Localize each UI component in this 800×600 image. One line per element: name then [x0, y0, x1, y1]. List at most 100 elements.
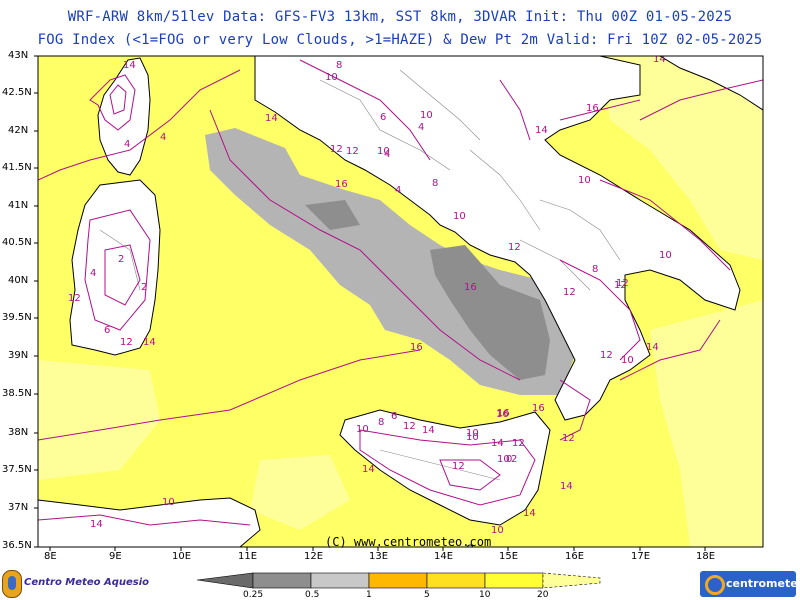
contour-label: 4	[124, 139, 130, 150]
contour-label: 12	[330, 144, 343, 155]
lat-label: 39N	[8, 350, 29, 361]
contour-label: 14	[362, 464, 375, 475]
contour-label: 14	[143, 337, 156, 348]
pale-haze-patch	[600, 56, 763, 260]
contour-label: 8	[378, 417, 384, 428]
lon-label: 10E	[172, 551, 192, 562]
contour-labels: 14 14 10 8 10 4 6 4 14 12 16 16 16 10 12…	[68, 56, 672, 536]
colorbar-swatch	[196, 572, 254, 589]
contour-label: 10	[659, 250, 672, 261]
contour-label: 12	[512, 438, 525, 449]
colorbar-swatch	[426, 572, 486, 589]
logo-text: centrometeo	[726, 577, 800, 590]
logo-text: Centro Meteo Aquesio	[24, 577, 149, 588]
contour-label: 16	[496, 409, 509, 420]
contour-label: 14	[491, 438, 504, 449]
contour-label: 16	[532, 403, 545, 414]
lon-label: 18E	[696, 551, 716, 562]
centro-meteo-aquesio-logo: Centro Meteo Aquesio	[2, 570, 182, 598]
lat-label: 37N	[8, 502, 29, 513]
contour-label: 14	[646, 342, 659, 353]
contour-label: 0	[506, 454, 512, 465]
lon-label: 16E	[565, 551, 585, 562]
contour-label: 16	[464, 282, 477, 293]
pale-haze-patch	[250, 455, 350, 530]
contour-label: 10	[420, 110, 433, 121]
plot-frame	[37, 55, 764, 548]
lat-label: 42.5N	[2, 87, 32, 98]
region-borders	[99, 69, 621, 481]
lon-label: 11E	[238, 551, 258, 562]
contour-label: 12	[452, 461, 465, 472]
contour-label: 16	[410, 342, 423, 353]
lat-label: 40N	[8, 275, 29, 286]
contour-label: 12	[403, 421, 416, 432]
lat-label: 41N	[8, 200, 29, 211]
contour-label: 2	[118, 254, 124, 265]
italy-mainland	[254, 56, 741, 421]
colorbar-swatch	[484, 572, 544, 589]
copyright-watermark: (C) www.centrometeo.com	[325, 535, 492, 549]
lon-ticks	[49, 547, 706, 551]
contour-label: 16	[335, 179, 348, 190]
contour-label: 12	[346, 146, 359, 157]
contour-label: 12	[600, 350, 613, 361]
contour-label: 16	[497, 408, 510, 419]
colorbar-swatch	[542, 572, 601, 589]
lon-label: 9E	[109, 551, 122, 562]
fog-dark-patch	[430, 245, 550, 380]
contour-label: 2	[141, 282, 147, 293]
lat-label: 40.5N	[2, 237, 32, 248]
colorbar-swatch	[310, 572, 370, 589]
header-line-field: FOG Index (<1=FOG or very Low Clouds, >1…	[37, 32, 763, 48]
lon-label: 8E	[44, 551, 57, 562]
colorbar-label: 5	[424, 590, 430, 600]
contour-label: 8	[432, 178, 438, 189]
contour-label: 14	[422, 425, 435, 436]
lon-label: 15E	[499, 551, 519, 562]
contour-label: 10	[578, 175, 591, 186]
contour-label: 8	[592, 264, 598, 275]
sicily	[339, 409, 551, 526]
logo-badge-icon	[2, 570, 22, 598]
contour-label: 10	[325, 72, 338, 83]
lat-label: 41.5N	[2, 162, 32, 173]
contour-label: 2	[511, 454, 517, 465]
colorbar-swatch	[368, 572, 428, 589]
contour-label: 6	[380, 112, 386, 123]
lat-label: 37.5N	[2, 464, 32, 475]
contour-label: 10	[453, 211, 466, 222]
tunisia-coast	[38, 497, 261, 547]
colorbar	[196, 572, 601, 589]
contour-label: 10	[466, 428, 479, 439]
contour-label: 14	[123, 60, 136, 71]
contour-label: 14	[523, 508, 536, 519]
contour-label: 4	[90, 268, 96, 279]
contour-label: 14	[535, 125, 548, 136]
pale-haze-patch	[650, 300, 763, 547]
colorbar-swatch	[252, 572, 312, 589]
lat-label: 38.5N	[2, 388, 32, 399]
lat-label: 39.5N	[2, 312, 32, 323]
lat-label: 36.5N	[2, 540, 32, 551]
lat-label: 43N	[8, 50, 29, 61]
contour-label: 4	[384, 149, 390, 160]
lat-ticks	[34, 55, 38, 548]
contour-label: 14	[265, 113, 278, 124]
contour-label: 8	[336, 60, 342, 71]
contour-label: 4	[418, 122, 424, 133]
dewpoint-contours	[38, 59, 763, 526]
centrometeo-logo: centrometeo	[700, 571, 800, 597]
contour-label: 12	[616, 278, 629, 289]
corsica	[97, 57, 151, 176]
contour-label: 14	[560, 481, 573, 492]
fog-dark-patch	[305, 200, 360, 230]
contour-label: 12	[562, 433, 575, 444]
colorbar-label: 0.25	[243, 590, 264, 600]
contour-label: 10	[621, 355, 634, 366]
contour-label: 4	[160, 132, 166, 143]
lat-label: 42N	[8, 125, 29, 136]
contour-label: 12	[563, 287, 576, 298]
contour-label: 10	[356, 424, 369, 435]
